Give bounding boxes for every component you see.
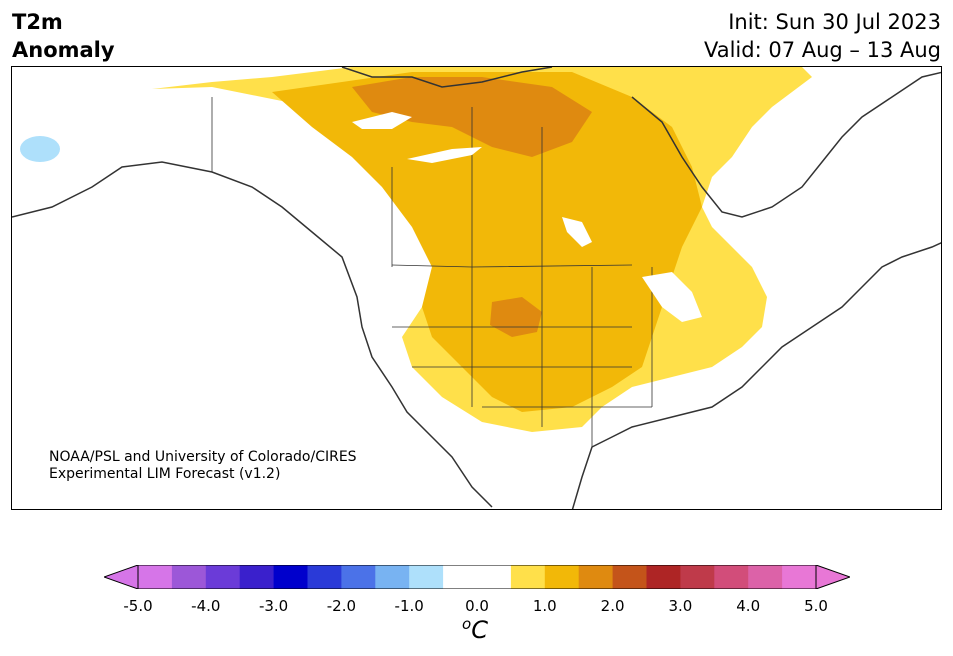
colorbar-cell: [782, 565, 817, 589]
colorbar-cell: [510, 565, 546, 589]
colorbar-overflow-arrow: [815, 565, 850, 589]
title-line-1: T2m: [12, 10, 63, 34]
colorbar: [104, 565, 850, 589]
anomaly-region-1-5: [352, 77, 592, 337]
credit-line-1: NOAA/PSL and University of Colorado/CIRE…: [49, 449, 357, 465]
date-info: Init: Sun 30 Jul 2023 Valid: 07 Aug – 13…: [704, 8, 941, 64]
colorbar-cell: [138, 565, 173, 589]
colorbar-tick-label: 1.0: [532, 597, 557, 615]
anomaly-map: [11, 66, 942, 510]
colorbar-cell: [646, 565, 681, 589]
colorbar-cell: [748, 565, 783, 589]
colorbar-cell: [544, 565, 580, 589]
colorbar-tick-label: 3.0: [668, 597, 693, 615]
colorbar-cell: [307, 565, 342, 589]
colorbar-cell: [273, 565, 308, 589]
colorbar-tick-label: -3.0: [258, 597, 289, 615]
colorbar-cell: [239, 565, 275, 589]
colorbar-tick-label: -1.0: [394, 597, 424, 615]
lakes: [352, 112, 702, 322]
colorbar-cell: [409, 565, 444, 589]
colorbar-frame: [137, 565, 817, 589]
colorbar-underflow-arrow: [104, 565, 139, 589]
colorbar-unit: oC: [462, 615, 488, 644]
colorbar-cell: [578, 565, 614, 589]
map-canvas: [12, 67, 941, 509]
colorbar-cell: [375, 565, 410, 589]
colorbar-tick-label: 0.0: [465, 597, 489, 615]
data-credit: NOAA/PSL and University of Colorado/CIRE…: [49, 449, 357, 483]
valid-range: Valid: 07 Aug – 13 Aug: [703, 38, 941, 62]
colorbar-cell: [171, 565, 207, 589]
colorbar-cell: [714, 565, 749, 589]
init-date: Init: Sun 30 Jul 2023: [728, 10, 941, 34]
colorbar-tick-label: -2.0: [326, 597, 357, 615]
unit-degree: o: [462, 615, 472, 633]
coastlines: [12, 67, 941, 509]
colorbar-cell: [443, 565, 478, 589]
colorbar-tick-label: 5.0: [804, 597, 828, 615]
unit-base: C: [471, 616, 488, 644]
title-line-2: Anomaly: [12, 38, 115, 62]
colorbar-tick-label: 2.0: [600, 597, 625, 615]
colorbar-tick-label: -4.0: [191, 597, 221, 615]
colorbar-cell: [341, 565, 376, 589]
borders: [211, 97, 653, 447]
anomaly-region-negative: [20, 136, 60, 162]
colorbar-tick-label: -5.0: [123, 597, 153, 615]
colorbar-cell: [477, 565, 512, 589]
colorbar-cell: [612, 565, 647, 589]
colorbar-cell: [680, 565, 715, 589]
colorbar-tick-label: 4.0: [736, 597, 761, 615]
colorbar-cell: [205, 565, 241, 589]
credit-line-2: Experimental LIM Forecast (v1.2): [49, 466, 281, 482]
map-title: T2m Anomaly: [12, 8, 115, 64]
